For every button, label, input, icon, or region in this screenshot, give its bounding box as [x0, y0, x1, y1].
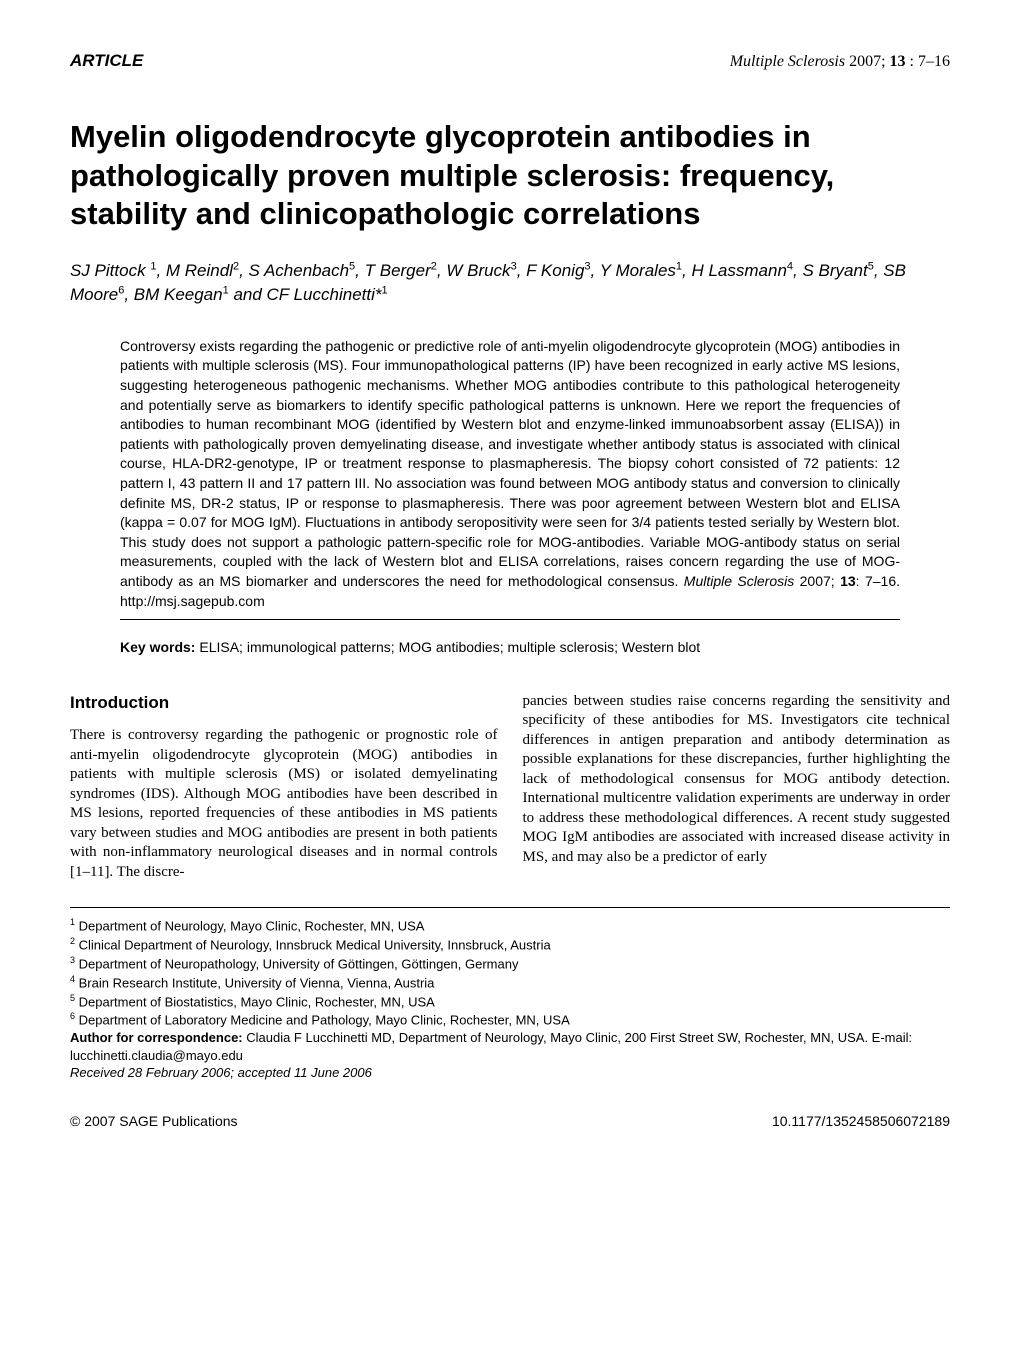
journal-name: Multiple Sclerosis: [730, 53, 845, 70]
affiliation-1-text: Department of Neurology, Mayo Clinic, Ro…: [79, 918, 425, 933]
keywords-label: Key words:: [120, 639, 195, 655]
keywords: Key words: ELISA; immunological patterns…: [120, 638, 900, 657]
journal-pages: : 7–16: [910, 53, 950, 70]
affiliation-3-text: Department of Neuropathology, University…: [79, 956, 519, 971]
affiliation-5: 5 Department of Biostatistics, Mayo Clin…: [70, 992, 950, 1011]
article-type-label: ARTICLE: [70, 50, 143, 73]
affiliation-3: 3 Department of Neuropathology, Universi…: [70, 954, 950, 973]
page-header: ARTICLE Multiple Sclerosis 2007; 13 : 7–…: [70, 50, 950, 73]
intro-paragraph-left: There is controversy regarding the patho…: [70, 726, 498, 882]
doi: 10.1177/1352458506072189: [772, 1112, 950, 1131]
affiliation-2-text: Clinical Department of Neurology, Innsbr…: [79, 937, 551, 952]
abstract-cite-journal: Multiple Sclerosis: [684, 573, 794, 589]
received-date: Received 28 February 2006; accepted 11 J…: [70, 1064, 950, 1082]
article-title: Myelin oligodendrocyte glycoprotein anti…: [70, 118, 950, 234]
affiliation-1: 1 Department of Neurology, Mayo Clinic, …: [70, 916, 950, 935]
page-footer: © 2007 SAGE Publications 10.1177/1352458…: [70, 1112, 950, 1131]
abstract-cite-vol: 13: [840, 573, 856, 589]
affiliation-2: 2 Clinical Department of Neurology, Inns…: [70, 935, 950, 954]
intro-paragraph-right: pancies between studies raise concerns r…: [523, 692, 951, 868]
journal-volume: 13: [890, 53, 906, 70]
keywords-text: ELISA; immunological patterns; MOG antib…: [195, 639, 700, 655]
abstract: Controversy exists regarding the pathoge…: [120, 337, 900, 611]
correspondence-label: Author for correspondence:: [70, 1030, 243, 1045]
affiliation-4-text: Brain Research Institute, University of …: [79, 975, 435, 990]
affiliation-5-text: Department of Biostatistics, Mayo Clinic…: [79, 994, 435, 1009]
column-left: Introduction There is controversy regard…: [70, 692, 498, 882]
journal-reference: Multiple Sclerosis 2007; 13 : 7–16: [730, 51, 950, 73]
journal-year: 2007;: [849, 53, 885, 70]
section-heading-introduction: Introduction: [70, 692, 498, 714]
column-right: pancies between studies raise concerns r…: [523, 692, 951, 882]
affiliations-block: 1 Department of Neurology, Mayo Clinic, …: [70, 907, 950, 1082]
abstract-divider: [120, 619, 900, 620]
abstract-cite-rest: 2007;: [794, 573, 840, 589]
affiliation-4: 4 Brain Research Institute, University o…: [70, 973, 950, 992]
body-columns: Introduction There is controversy regard…: [70, 692, 950, 882]
affiliation-6-text: Department of Laboratory Medicine and Pa…: [79, 1013, 570, 1028]
abstract-body: Controversy exists regarding the pathoge…: [120, 338, 900, 589]
copyright: © 2007 SAGE Publications: [70, 1112, 238, 1131]
author-list: SJ Pittock 1, M Reindl2, S Achenbach5, T…: [70, 259, 950, 307]
correspondence: Author for correspondence: Claudia F Luc…: [70, 1029, 950, 1064]
affiliation-6: 6 Department of Laboratory Medicine and …: [70, 1010, 950, 1029]
